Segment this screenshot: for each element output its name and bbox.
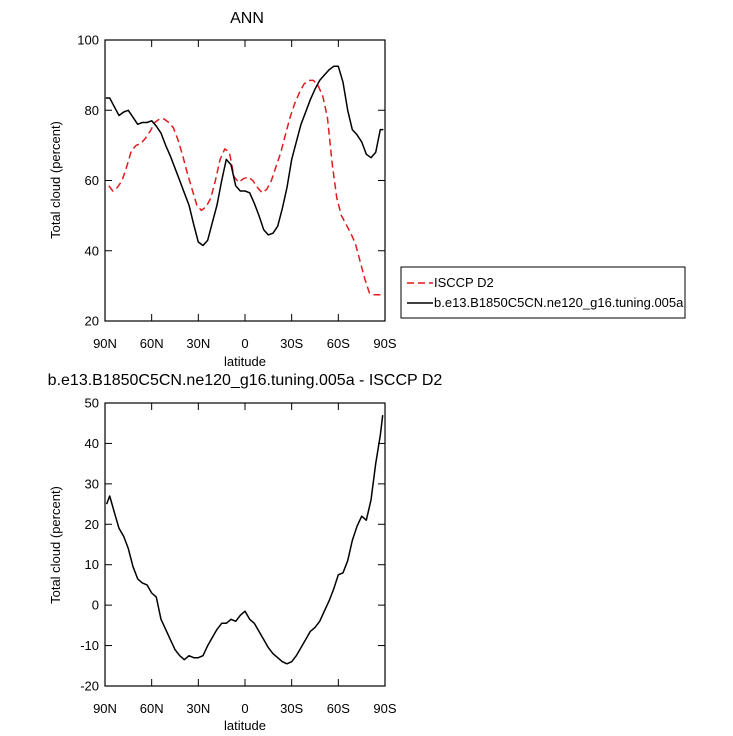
x-tick-label: 30S — [280, 701, 303, 716]
x-tick-label: 90S — [373, 336, 396, 351]
top-panel: ANN 20 40 60 80 100 90N 60N 30N 0 30S 60S 90S lati… — [48, 10, 397, 369]
y-tick-label: 30 — [85, 476, 99, 491]
y-tick-label: 60 — [85, 173, 99, 188]
y-tick-label: -10 — [80, 638, 99, 653]
y-tick-label: 100 — [77, 33, 99, 48]
legend: ISCCP D2 b.e13.B1850C5CN.ne120_g16.tunin… — [400, 266, 686, 319]
y-tick-label: 50 — [85, 396, 99, 411]
x-tick-label: 60S — [327, 701, 350, 716]
y-tick-label: 20 — [85, 517, 99, 532]
bottom-x-axis-label: latitude — [224, 718, 266, 733]
x-tick-label: 30S — [280, 336, 303, 351]
bottom-plot-frame — [104, 402, 386, 687]
y-tick-label: 20 — [85, 314, 99, 329]
y-tick-label: 40 — [85, 243, 99, 258]
x-tick-label: 60S — [327, 336, 350, 351]
x-tick-label: 60N — [140, 336, 164, 351]
y-tick-label: 80 — [85, 103, 99, 118]
legend-label-model: b.e13.B1850C5CN.ne120_g16.tuning.005a — [434, 295, 684, 310]
x-tick-label: 90S — [373, 701, 396, 716]
series-line-0 — [105, 415, 384, 665]
x-tick-label: 30N — [186, 701, 210, 716]
x-tick-label: 90N — [93, 701, 117, 716]
bottom-panel: b.e13.B1850C5CN.ne120_g16.tuning.005a - … — [48, 372, 443, 733]
bottom-y-axis-label: Total cloud (percent) — [48, 486, 63, 604]
series-line-1 — [105, 65, 384, 247]
y-tick-label: 40 — [85, 436, 99, 451]
y-tick-label: -20 — [80, 679, 99, 694]
legend-box — [400, 266, 686, 319]
x-tick-label: 30N — [186, 336, 210, 351]
top-chart-title: ANN — [230, 10, 264, 27]
x-tick-label: 0 — [241, 701, 248, 716]
x-tick-label: 90N — [93, 336, 117, 351]
legend-label-isccp: ISCCP D2 — [434, 275, 494, 290]
top-y-axis: 20 40 60 80 100 — [77, 33, 385, 329]
top-plot-area — [105, 65, 384, 296]
bottom-chart-title: b.e13.B1850C5CN.ne120_g16.tuning.005a - … — [48, 372, 443, 389]
bottom-plot-area — [105, 415, 384, 665]
bottom-x-axis: 90N 60N 30N 0 30S 60S 90S — [93, 403, 397, 716]
x-tick-label: 60N — [140, 701, 164, 716]
series-line-0 — [108, 79, 382, 296]
y-tick-label: 10 — [85, 557, 99, 572]
top-x-axis: 90N 60N 30N 0 30S 60S 90S — [93, 40, 397, 351]
x-tick-label: 0 — [241, 336, 248, 351]
top-x-axis-label: latitude — [224, 354, 266, 369]
top-y-axis-label: Total cloud (percent) — [48, 121, 63, 239]
bottom-y-axis: -20 -10 0 10 20 30 40 50 — [80, 396, 385, 694]
y-tick-label: 0 — [92, 598, 99, 613]
